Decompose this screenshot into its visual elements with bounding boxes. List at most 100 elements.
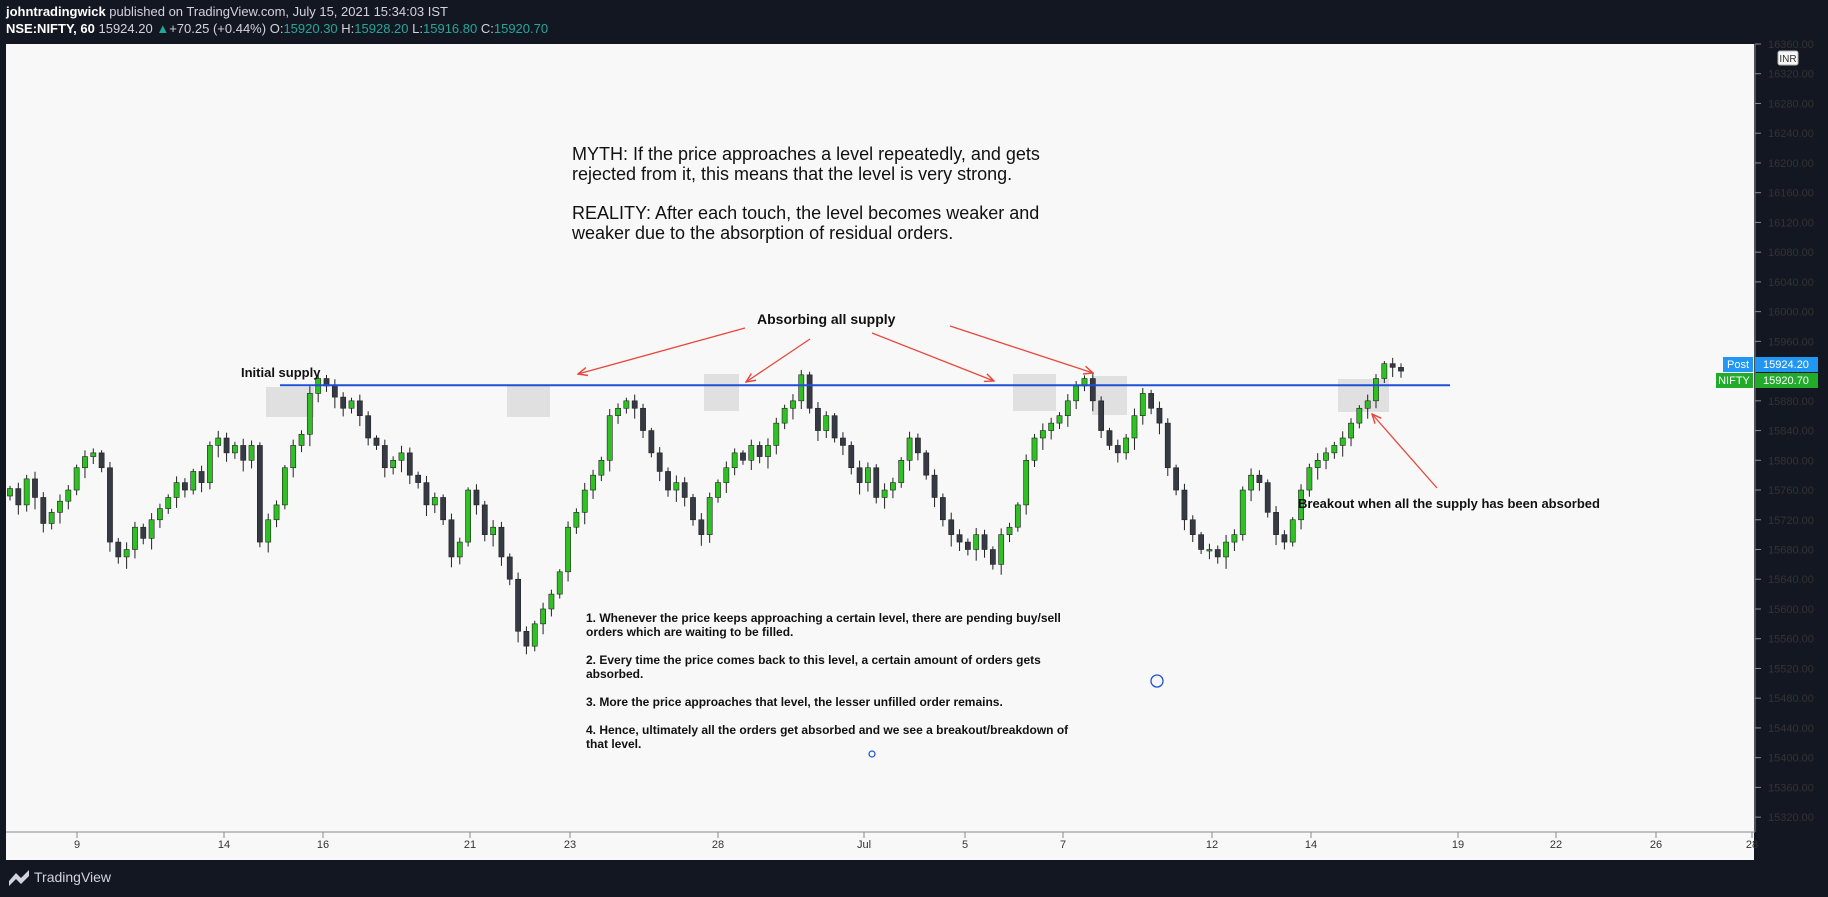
candle[interactable] (790, 400, 796, 409)
candle[interactable] (1198, 534, 1204, 550)
candle[interactable] (473, 489, 480, 506)
candle[interactable] (1048, 422, 1055, 431)
candle[interactable] (48, 512, 55, 524)
candle[interactable] (256, 445, 263, 543)
candle[interactable] (456, 541, 463, 558)
candle[interactable] (1248, 474, 1254, 491)
candle[interactable] (481, 504, 488, 535)
candle[interactable] (923, 452, 930, 476)
candle[interactable] (223, 437, 230, 454)
candle[interactable] (356, 400, 363, 416)
candle[interactable] (523, 630, 530, 647)
candle[interactable] (198, 471, 205, 483)
candle[interactable] (931, 474, 938, 498)
candle[interactable] (365, 415, 372, 439)
candle[interactable] (815, 407, 821, 431)
candle[interactable] (1164, 422, 1171, 469)
candle[interactable] (565, 526, 571, 573)
candle[interactable] (1356, 407, 1363, 424)
candle[interactable] (1364, 400, 1371, 409)
candle[interactable] (107, 467, 113, 543)
candle[interactable] (506, 556, 513, 580)
candle[interactable] (573, 512, 580, 528)
candle[interactable] (348, 400, 355, 409)
candle[interactable] (465, 489, 471, 543)
candle[interactable] (390, 460, 397, 469)
tradingview-logo-icon[interactable] (8, 868, 30, 888)
candle[interactable] (98, 452, 105, 469)
candle[interactable] (306, 393, 313, 435)
candle[interactable] (773, 422, 780, 446)
candle[interactable] (898, 460, 905, 483)
candle[interactable] (498, 526, 505, 558)
candle[interactable] (1031, 437, 1038, 461)
candle[interactable] (132, 526, 138, 550)
candle[interactable] (1389, 363, 1396, 368)
candle[interactable] (123, 549, 130, 558)
candle[interactable] (781, 407, 788, 424)
candle[interactable] (373, 437, 380, 446)
candle[interactable] (1039, 430, 1046, 439)
candle[interactable] (248, 445, 255, 461)
candle[interactable] (1089, 378, 1096, 402)
candle[interactable] (398, 452, 405, 461)
candle[interactable] (1306, 467, 1313, 491)
candle[interactable] (615, 407, 621, 416)
candle[interactable] (157, 508, 163, 521)
candle[interactable] (1056, 415, 1063, 424)
candle[interactable] (606, 415, 613, 461)
candle[interactable] (665, 471, 671, 491)
candle[interactable] (856, 467, 863, 483)
candle[interactable] (1023, 460, 1030, 506)
candle[interactable] (1289, 519, 1296, 543)
candle[interactable] (915, 437, 921, 454)
candle[interactable] (381, 445, 388, 469)
candle[interactable] (556, 571, 563, 595)
candle[interactable] (1148, 393, 1155, 409)
candle[interactable] (798, 374, 805, 402)
tradingview-brand[interactable]: TradingView (34, 869, 112, 885)
candle[interactable] (1398, 367, 1404, 372)
candle[interactable] (865, 467, 871, 483)
drawing-anchor-handle[interactable] (868, 750, 876, 758)
candle[interactable] (948, 519, 955, 535)
candle[interactable] (490, 526, 496, 535)
candle[interactable] (1223, 541, 1229, 558)
candle[interactable] (32, 478, 38, 498)
candle[interactable] (940, 497, 946, 521)
candle[interactable] (23, 478, 30, 506)
candle[interactable] (1131, 415, 1138, 439)
candle[interactable] (290, 445, 297, 469)
candle[interactable] (831, 415, 838, 439)
candle[interactable] (1098, 400, 1105, 431)
candle[interactable] (1139, 393, 1146, 416)
candle[interactable] (148, 519, 155, 539)
candle[interactable] (298, 433, 305, 446)
candle[interactable] (981, 534, 988, 550)
candle[interactable] (998, 534, 1005, 565)
candle[interactable] (1381, 363, 1388, 379)
candle[interactable] (873, 467, 880, 498)
candle[interactable] (881, 489, 888, 498)
candle[interactable] (631, 400, 638, 409)
candle[interactable] (598, 460, 605, 476)
candle[interactable] (240, 445, 247, 461)
candle[interactable] (406, 452, 413, 476)
candle[interactable] (331, 385, 338, 398)
candle[interactable] (1231, 534, 1238, 543)
author-name[interactable]: johntradingwick (6, 4, 106, 19)
candle[interactable] (182, 482, 188, 491)
candle[interactable] (73, 467, 80, 491)
candle[interactable] (1181, 489, 1188, 521)
drawing-anchor-handle[interactable] (1150, 674, 1164, 688)
candle[interactable] (7, 488, 13, 497)
candle[interactable] (1323, 452, 1329, 461)
candle[interactable] (340, 396, 347, 409)
candle[interactable] (1114, 445, 1121, 454)
candle[interactable] (423, 482, 430, 506)
candle[interactable] (590, 474, 596, 491)
candle[interactable] (690, 497, 696, 521)
candle[interactable] (215, 437, 222, 446)
candle[interactable] (956, 534, 963, 543)
